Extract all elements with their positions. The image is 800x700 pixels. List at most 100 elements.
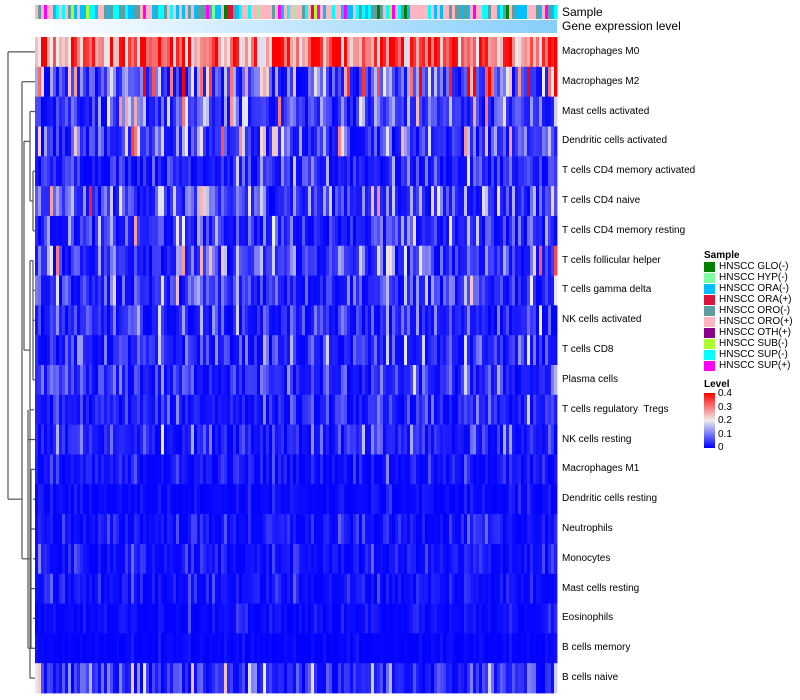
heatmap-cell bbox=[116, 335, 120, 366]
heatmap-cell bbox=[101, 394, 105, 426]
heatmap-cell bbox=[293, 543, 297, 575]
heatmap-cell bbox=[491, 484, 495, 515]
heatmap-cell bbox=[494, 335, 498, 366]
heatmap-cell bbox=[518, 394, 522, 426]
heatmap-cell bbox=[296, 394, 300, 426]
heatmap-cell bbox=[395, 633, 399, 664]
heatmap-cell bbox=[155, 603, 159, 634]
heatmap-cell bbox=[449, 603, 453, 634]
heatmap-cell bbox=[425, 305, 429, 336]
legend-swatch bbox=[704, 294, 715, 305]
heatmap-cell bbox=[545, 663, 549, 694]
heatmap-cell bbox=[542, 514, 546, 545]
heatmap-cell bbox=[302, 275, 306, 306]
heatmap-cell bbox=[500, 37, 504, 68]
heatmap-cell bbox=[407, 245, 411, 276]
heatmap-cell bbox=[350, 543, 354, 575]
heatmap-cell bbox=[203, 394, 207, 426]
heatmap-cell bbox=[494, 454, 498, 485]
heatmap-cell bbox=[92, 96, 96, 127]
heatmap-cell bbox=[461, 424, 465, 455]
heatmap-cell bbox=[116, 394, 120, 426]
heatmap-cell bbox=[347, 484, 351, 515]
heatmap-cell bbox=[35, 126, 39, 157]
heatmap-cell bbox=[245, 156, 249, 187]
heatmap-cell bbox=[296, 514, 300, 545]
heatmap-cell bbox=[80, 96, 84, 127]
heatmap-cell bbox=[428, 454, 432, 485]
heatmap-cell bbox=[71, 603, 75, 634]
heatmap-cell bbox=[503, 603, 507, 634]
heatmap-cell bbox=[149, 96, 153, 127]
heatmap-cell bbox=[47, 96, 51, 127]
heatmap-cell bbox=[161, 543, 165, 575]
heatmap-cell bbox=[341, 394, 345, 426]
heatmap-cell bbox=[176, 335, 180, 366]
heatmap-cell bbox=[539, 454, 543, 485]
heatmap-cell bbox=[329, 454, 333, 485]
heatmap-cell bbox=[215, 156, 219, 187]
heatmap-cell bbox=[383, 424, 387, 455]
heatmap-cell bbox=[221, 305, 225, 336]
heatmap-cell bbox=[50, 275, 54, 306]
heatmap-cell bbox=[44, 424, 48, 455]
heatmap-cell bbox=[524, 335, 528, 366]
heatmap-cell bbox=[239, 424, 243, 455]
heatmap-cell bbox=[251, 245, 255, 276]
sample-annotation-cell bbox=[524, 5, 528, 19]
heatmap-cell bbox=[185, 603, 189, 634]
heatmap-cell bbox=[170, 245, 174, 276]
heatmap-cell bbox=[359, 126, 363, 157]
heatmap-cell bbox=[317, 275, 321, 306]
heatmap-cell bbox=[56, 305, 60, 336]
heatmap-cell bbox=[50, 424, 54, 455]
sample-annotation-cell bbox=[545, 5, 549, 19]
heatmap-cell bbox=[431, 573, 435, 604]
heatmap-cell bbox=[212, 484, 216, 515]
heatmap-cell bbox=[206, 126, 210, 157]
heatmap-cell bbox=[314, 454, 318, 485]
heatmap-cell bbox=[164, 215, 168, 247]
heatmap-cell bbox=[296, 573, 300, 604]
heatmap-cell bbox=[227, 424, 231, 455]
heatmap-cell bbox=[98, 394, 102, 426]
heatmap-cell bbox=[512, 424, 516, 455]
heatmap-cell bbox=[416, 215, 420, 247]
heatmap-cell bbox=[353, 186, 357, 217]
heatmap-cell bbox=[443, 215, 447, 247]
heatmap-cell bbox=[152, 394, 156, 426]
heatmap-cell bbox=[188, 543, 192, 575]
heatmap-cell bbox=[320, 365, 324, 396]
heatmap-cell bbox=[128, 633, 132, 664]
heatmap-cell bbox=[41, 215, 45, 247]
heatmap-cell bbox=[542, 454, 546, 485]
heatmap-cell bbox=[137, 37, 141, 68]
heatmap-cell bbox=[554, 454, 558, 485]
heatmap-cell bbox=[326, 96, 330, 127]
heatmap-cell bbox=[467, 603, 471, 634]
sample-annotation-cell bbox=[149, 5, 153, 19]
heatmap-cell bbox=[311, 454, 315, 485]
heatmap-cell bbox=[146, 335, 150, 366]
heatmap-cell bbox=[197, 543, 201, 575]
sample-annotation-cell bbox=[155, 5, 159, 19]
heatmap-cell bbox=[425, 156, 429, 187]
heatmap-cell bbox=[419, 365, 423, 396]
heatmap-cell bbox=[545, 335, 549, 366]
heatmap-cell bbox=[386, 573, 390, 604]
heatmap-cell bbox=[359, 37, 363, 68]
heatmap-cell bbox=[299, 66, 303, 98]
heatmap-cell bbox=[170, 96, 174, 127]
heatmap-cell bbox=[329, 335, 333, 366]
heatmap-cell bbox=[191, 305, 195, 336]
heatmap-cell bbox=[470, 573, 474, 604]
heatmap-cell bbox=[410, 603, 414, 634]
heatmap-cell bbox=[236, 454, 240, 485]
sample-annotation-cell bbox=[143, 5, 147, 19]
heatmap-cell bbox=[296, 543, 300, 575]
heatmap-cell bbox=[212, 394, 216, 426]
heatmap-cell bbox=[455, 573, 459, 604]
sample-annotation-cell bbox=[182, 5, 186, 19]
heatmap-cell bbox=[320, 156, 324, 187]
heatmap-cell bbox=[143, 543, 147, 575]
